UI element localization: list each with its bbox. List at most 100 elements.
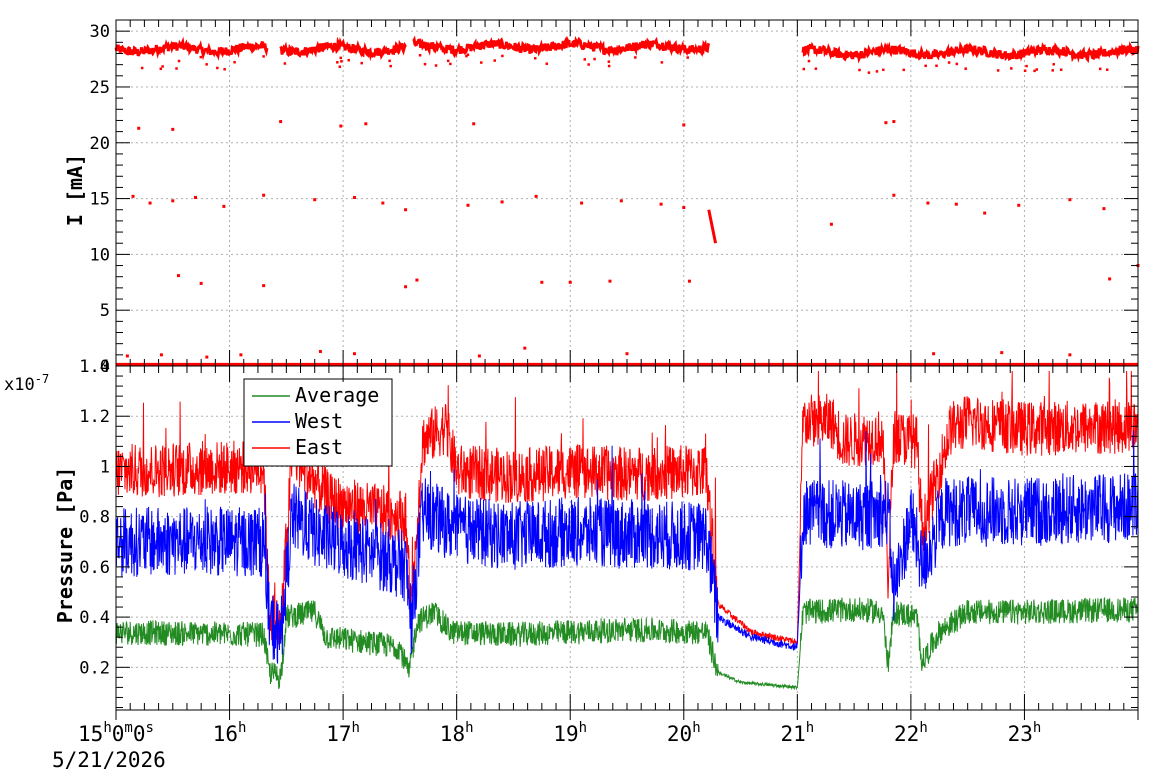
top-y-tick-label: 20	[90, 134, 110, 154]
current-band	[801, 41, 1140, 64]
current-outlier-point	[1068, 353, 1072, 357]
current-outlier-point	[381, 201, 385, 205]
bottom-y-tick-label: 0.4	[79, 608, 110, 628]
x-tick-label: 17h	[326, 720, 360, 746]
current-outlier-point	[608, 279, 612, 283]
current-outlier-point	[932, 352, 936, 356]
x-tick-label-value: 15	[78, 722, 103, 746]
x-tick-label-value: 16	[213, 722, 238, 746]
pressure-line-average	[115, 596, 1139, 691]
current-outlier-point	[540, 280, 544, 284]
bottom-y-tick-label: 0.2	[79, 658, 110, 678]
current-outlier-point	[892, 193, 896, 197]
current-point	[858, 68, 861, 72]
current-outlier-point	[279, 120, 283, 124]
current-point	[159, 67, 163, 70]
current-outlier-point	[1068, 198, 1072, 202]
current-outlier-point	[534, 194, 538, 198]
current-point	[262, 55, 265, 58]
top-panel-grid	[116, 20, 1138, 367]
current-point	[583, 58, 587, 61]
x-tick-label-value: 18	[440, 722, 465, 746]
pressure-line-east	[115, 370, 1139, 649]
x-tick-label-value: 22	[894, 722, 919, 746]
current-point	[807, 59, 811, 63]
x-tick-label-unit: h	[1033, 720, 1041, 736]
x-tick-label-unit: h	[238, 720, 246, 736]
top-y-tick-label: 10	[90, 245, 110, 265]
current-point	[1025, 64, 1028, 68]
current-point	[339, 56, 342, 60]
current-outlier-point	[364, 122, 368, 126]
current-point	[338, 65, 342, 69]
current-outlier-point	[318, 349, 322, 353]
x-tick-label: 19h	[553, 720, 587, 746]
current-outlier-point	[352, 352, 356, 356]
current-outlier-point	[313, 198, 317, 202]
current-outlier-point	[222, 204, 226, 208]
current-point	[449, 62, 452, 66]
current-outlier-point	[171, 199, 175, 203]
bottom-y-tick-label: 0.6	[79, 558, 110, 578]
current-point	[1052, 63, 1055, 66]
current-point	[199, 55, 203, 59]
x-tick-label-value: 0	[133, 722, 146, 746]
x-tick-label-unit: m	[124, 720, 132, 736]
current-outlier-point	[125, 354, 129, 358]
current-outlier-point	[339, 124, 343, 128]
current-outlier-point	[1000, 351, 1004, 355]
current-outlier-point	[659, 202, 663, 206]
current-point	[935, 64, 938, 68]
x-tick-label: 22h	[894, 720, 928, 746]
x-tick-label-value: 21	[780, 722, 805, 746]
current-outlier-point	[568, 280, 572, 284]
top-y-tick-label: 25	[90, 78, 110, 98]
x-tick-label: 23h	[1008, 720, 1042, 746]
x-tick-label: 21h	[780, 720, 814, 746]
current-point	[902, 68, 905, 72]
current-outlier-point	[239, 353, 243, 357]
current-outlier-point	[954, 202, 958, 206]
current-point	[418, 54, 422, 57]
current-point	[593, 57, 596, 61]
x-tick-label: 16h	[213, 720, 247, 746]
x-tick-label-value: 19	[553, 722, 578, 746]
current-point	[947, 61, 951, 64]
current-outlier-point	[619, 199, 623, 203]
x-tick-label: 15h0m0s	[78, 720, 154, 746]
x-tick-label-unit: h	[465, 720, 473, 736]
y-exponent-label: x10-7	[4, 372, 49, 395]
current-outlier-point	[404, 285, 408, 289]
current-band	[412, 35, 711, 59]
x-tick-label-value: 23	[1008, 722, 1033, 746]
x-tick-label-value: 0	[112, 722, 125, 746]
top-y-axis: 0 5 10 15 20 25 30	[90, 22, 1138, 377]
current-point	[480, 61, 483, 64]
current-outlier-point	[682, 123, 686, 127]
bottom-y-tick-label: 1	[100, 457, 110, 477]
current-point	[216, 66, 219, 70]
current-point	[388, 59, 391, 63]
current-series	[114, 35, 1140, 366]
x-axis-date: 5/21/2026	[52, 748, 166, 772]
current-point	[875, 70, 879, 73]
bottom-y-tick-label: 1.4	[79, 357, 110, 377]
current-point	[996, 69, 1000, 72]
current-outlier-point	[205, 355, 209, 359]
current-point	[140, 66, 144, 70]
current-outlier-point	[625, 352, 629, 356]
current-outlier-point	[926, 201, 930, 205]
top-y-tick-label: 15	[90, 190, 110, 210]
current-point	[465, 54, 468, 58]
x-axis: 15h0m0s 16h 17h 18h 19h 20h 21h 22h 23h	[78, 20, 1139, 746]
top-y-tick-label: 30	[90, 22, 110, 42]
current-point	[501, 54, 504, 58]
current-point	[607, 60, 611, 63]
x-tick-label: 18h	[440, 720, 474, 746]
current-point	[533, 57, 537, 60]
current-point	[545, 62, 549, 65]
current-outlier-point	[415, 278, 419, 282]
x-tick-label-value: 17	[326, 722, 351, 746]
current-outlier-point	[523, 346, 527, 350]
